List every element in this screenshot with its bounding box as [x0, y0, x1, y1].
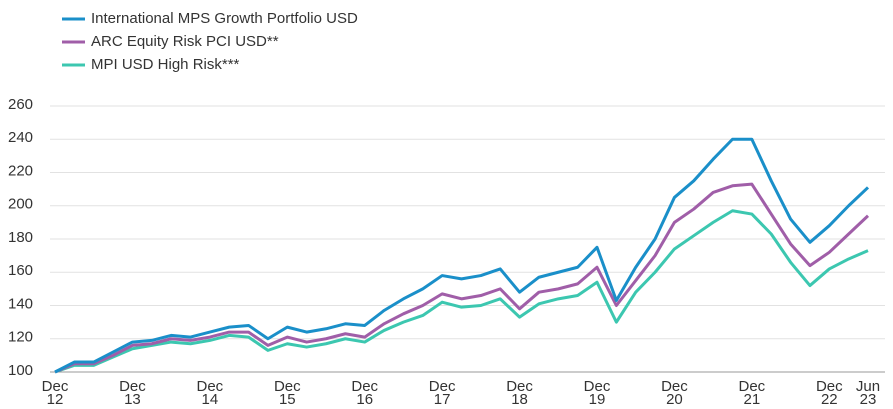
x-tick-label: Dec 13: [119, 378, 146, 408]
x-tick-label: Dec 20: [661, 378, 688, 408]
legend-label: International MPS Growth Portfolio USD: [91, 10, 358, 27]
y-tick-label: 180: [8, 229, 33, 246]
x-tick-label: Dec 12: [41, 378, 69, 408]
legend-label: ARC Equity Risk PCI USD**: [91, 33, 279, 50]
x-tick-label: Dec 21: [738, 378, 766, 408]
x-tick-label: Dec 15: [273, 378, 301, 408]
x-tick-label: Dec 19: [583, 378, 611, 408]
y-tick-label: 220: [8, 162, 33, 179]
y-tick-label: 160: [8, 262, 33, 279]
y-tick-label: 200: [8, 196, 33, 213]
x-tick-label: Dec 16: [351, 378, 379, 408]
x-tick-label: Jun 23: [855, 378, 881, 408]
x-tick-label: Dec 18: [506, 378, 533, 408]
series-line: [54, 182, 870, 374]
y-tick-label: 140: [8, 295, 33, 312]
series-line: [54, 137, 870, 374]
x-tick-label: Dec 17: [428, 378, 456, 408]
y-tick-label: 100: [8, 362, 33, 379]
y-tick-label: 120: [8, 329, 33, 346]
y-tick-label: 240: [8, 129, 33, 146]
series-line: [54, 209, 869, 374]
x-tick-label: Dec 14: [196, 378, 224, 408]
legend-label: MPI USD High Risk***: [91, 56, 240, 73]
x-tick-label: Dec 22: [815, 378, 843, 408]
y-tick-label: 260: [8, 96, 33, 113]
